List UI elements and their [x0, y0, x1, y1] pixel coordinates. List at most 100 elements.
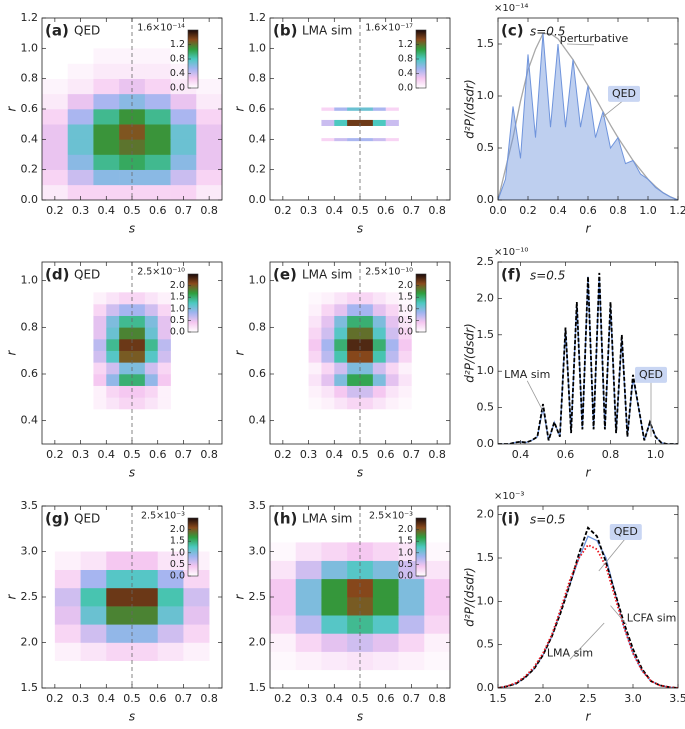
x-tick-label: 0.6 [149, 692, 167, 705]
heat-cell [157, 292, 171, 305]
heat-cell [132, 339, 146, 351]
heat-cell [80, 606, 107, 625]
heat-cell [157, 385, 171, 398]
heat-cell [119, 292, 133, 305]
colorbar [415, 517, 427, 577]
plot-area [54, 506, 210, 688]
x-tick-label: 0.3 [300, 204, 318, 217]
colorbar-tick-label: 1.5 [398, 292, 413, 303]
x-tick-label: 0.3 [300, 692, 318, 705]
x-tick-label: 0.4 [326, 204, 344, 217]
heat-cell [385, 292, 399, 305]
colorbar-tick-label: 0.5 [398, 315, 413, 326]
colorbar-tick-label: 0.0 [398, 571, 413, 582]
heat-cell [385, 374, 399, 386]
heat-cell [372, 125, 387, 139]
y-tick-label: 0.8 [21, 72, 39, 85]
colorbar-max-label: 1.6×10⁻¹⁴ [137, 23, 185, 34]
x-tick-label: 1.0 [647, 448, 665, 461]
heat-cell [321, 362, 335, 375]
heat-cell [295, 651, 322, 671]
heat-cell [106, 642, 133, 661]
heat-cell [372, 615, 399, 634]
panel: QED LMA sim ×10⁻¹⁰s=0.5 0.4 0.6 0.8 1.0 0.0 0.5 1… [463, 247, 679, 480]
heat-cell [360, 107, 374, 111]
heat-cell [334, 292, 348, 305]
heat-cell [144, 304, 159, 316]
y-tick-label: 1.0 [477, 594, 495, 607]
heat-cell [144, 362, 159, 375]
x-tick-label: 0.7 [175, 448, 193, 461]
colorbar-tick-label: 0.8 [170, 54, 185, 65]
heat-cell [93, 304, 107, 316]
plot-area [270, 506, 450, 688]
heat-cell [360, 350, 374, 363]
heat-cell [321, 374, 335, 386]
heat-cell [132, 362, 146, 375]
heat-cell [132, 374, 146, 386]
colorbar-tick-label: 1.2 [398, 39, 413, 50]
x-axis-label: r [586, 222, 592, 236]
heat-cell [144, 397, 159, 410]
heat-cell [321, 578, 348, 598]
panel: perturbative QED ×10⁻¹⁴s=0.5 0.0 0.2 0.4 0.6 0.… [463, 3, 685, 236]
panel: 1.6×10⁻¹⁷ 1.2 0.8 0.4 0.0 0.2 0.3 0.4 0.5 0.6 0.7 0… [233, 11, 451, 236]
colorbar-tick-label: 1.0 [398, 547, 413, 558]
heat-cell [144, 78, 171, 95]
y-multiplier: ×10⁻³ [494, 491, 524, 502]
heat-cell [308, 304, 322, 316]
colorbar-max-label: 2.5×10⁻³ [369, 511, 413, 522]
heat-cell [347, 374, 361, 386]
heat-cell [80, 642, 107, 661]
heat-cell [157, 339, 171, 351]
heat-cell [106, 397, 120, 410]
heat-cell [360, 385, 374, 398]
y-tick-label: 0.8 [249, 320, 267, 333]
heat-cell [321, 110, 335, 120]
heat-cell [42, 48, 69, 64]
y-tick-label: 2.5 [477, 255, 495, 268]
plot-area [498, 526, 678, 688]
heat-cell [119, 304, 133, 316]
heat-cell [132, 642, 159, 661]
y-tick-label: 0.6 [21, 367, 39, 380]
heat-cell [93, 327, 107, 340]
heat-cell [67, 169, 94, 186]
colorbar-tick-label: 1.0 [170, 547, 185, 558]
heat-cell [42, 139, 69, 155]
x-tick-label: 0.6 [377, 692, 395, 705]
heat-cell [106, 315, 120, 328]
colorbar-tick-label: 1.5 [170, 292, 185, 303]
panel-label: (g) [45, 510, 69, 528]
heat-cell [93, 374, 107, 386]
heat-cell [157, 327, 171, 340]
heat-cell [295, 633, 322, 652]
y-tick-label: 2.0 [477, 291, 495, 304]
heat-cell [321, 137, 335, 142]
x-tick-label: 0.4 [326, 692, 344, 705]
series-label: QED [614, 525, 638, 538]
heat-cell [424, 578, 450, 598]
heat-cell [347, 292, 361, 305]
x-tick-label: 0.4 [98, 448, 116, 461]
x-tick-label: 0.3 [300, 448, 318, 461]
x-axis-label: s [129, 222, 135, 236]
heat-cell [157, 642, 184, 661]
colorbar-max-label: 1.6×10⁻¹⁷ [365, 23, 413, 34]
heat-cell [196, 109, 222, 125]
y-tick-label: 1.5 [477, 328, 495, 341]
heat-cell [144, 109, 171, 125]
note: s=0.5 [530, 513, 565, 527]
x-tick-label: 0.2 [46, 204, 64, 217]
y-tick-label: 1.2 [249, 11, 267, 24]
x-axis-label: r [586, 466, 592, 480]
heat-cell [321, 315, 335, 328]
note: s=0.5 [530, 269, 565, 283]
heat-cell [157, 304, 171, 316]
heat-cell [360, 397, 374, 410]
series-label: perturbative [560, 32, 629, 45]
heat-cell [170, 93, 197, 110]
heat-cell [54, 551, 81, 570]
series-label: LCFA sim [627, 612, 677, 625]
heat-cell [360, 110, 374, 120]
